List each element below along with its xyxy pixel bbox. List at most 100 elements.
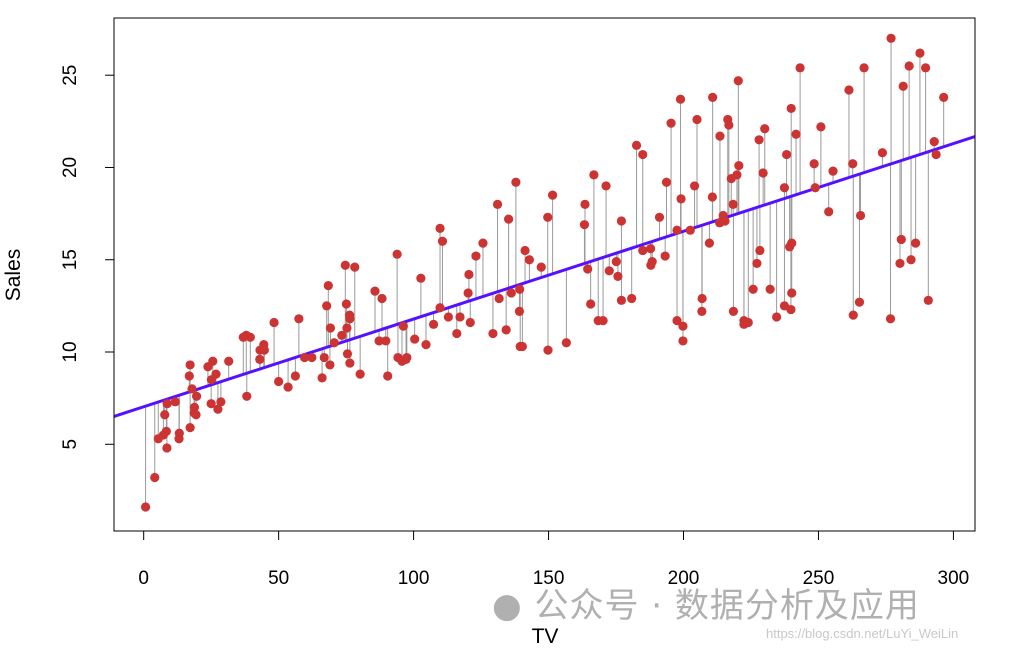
- data-point: [911, 238, 921, 248]
- data-point: [455, 312, 465, 322]
- data-point: [661, 177, 672, 187]
- data-point: [494, 293, 504, 304]
- data-point: [782, 149, 792, 160]
- data-point: [547, 190, 558, 200]
- data-point: [506, 288, 516, 298]
- data-point: [524, 255, 534, 265]
- data-point: [543, 212, 553, 222]
- data-point: [463, 288, 473, 298]
- data-point: [452, 328, 462, 339]
- data-point: [435, 223, 445, 233]
- data-point: [734, 161, 744, 171]
- data-point: [464, 269, 474, 280]
- data-point: [685, 225, 695, 235]
- data-point: [317, 373, 327, 383]
- data-point: [786, 304, 796, 315]
- data-point: [370, 286, 380, 296]
- data-point: [290, 371, 300, 381]
- data-point: [654, 212, 665, 222]
- data-point: [150, 472, 160, 483]
- data-point: [206, 399, 216, 409]
- x-tick-label: 100: [398, 568, 430, 589]
- data-point: [848, 310, 858, 320]
- data-point: [638, 149, 648, 160]
- x-axis-label: TV: [532, 625, 559, 648]
- y-tick-label: 20: [60, 157, 81, 178]
- plot-frame: [113, 17, 976, 532]
- data-point: [191, 391, 202, 401]
- data-point: [586, 299, 596, 309]
- data-point: [465, 317, 475, 328]
- data-point: [854, 297, 865, 307]
- data-point: [931, 149, 941, 160]
- data-point: [492, 199, 503, 209]
- watermark-url: https://blog.csdn.net/LuYi_WeiLin: [766, 626, 959, 641]
- data-point: [848, 159, 858, 169]
- data-point: [340, 260, 350, 270]
- data-point: [678, 321, 688, 331]
- data-point: [598, 316, 608, 326]
- data-point: [859, 63, 869, 73]
- data-point: [421, 340, 431, 350]
- data-point: [325, 323, 336, 333]
- data-point: [601, 181, 611, 191]
- data-point: [748, 284, 758, 294]
- data-point: [170, 397, 180, 407]
- data-point: [443, 312, 454, 322]
- data-point: [708, 92, 718, 102]
- x-axis: 0 50 100 150 200 250 300: [138, 531, 969, 589]
- data-point: [398, 321, 408, 331]
- data-point: [245, 332, 255, 342]
- data-point: [274, 376, 284, 387]
- data-point: [224, 356, 234, 366]
- watermark: ● 公众号 · 数据分析及应用: [492, 586, 920, 626]
- regression-line: [114, 135, 975, 418]
- data-point: [672, 225, 682, 235]
- data-point: [604, 266, 614, 276]
- data-points: [140, 33, 949, 512]
- data-point: [161, 426, 171, 436]
- y-tick-label: 5: [60, 439, 81, 450]
- data-point: [350, 262, 360, 272]
- data-point: [255, 354, 265, 364]
- data-point: [504, 214, 514, 224]
- data-point: [323, 280, 333, 291]
- data-point: [631, 140, 642, 150]
- data-point: [906, 255, 916, 265]
- data-point: [501, 325, 511, 335]
- data-point: [616, 295, 627, 305]
- data-point: [704, 238, 715, 248]
- data-point: [697, 293, 707, 304]
- data-point: [728, 306, 739, 317]
- data-point: [435, 303, 445, 313]
- data-point: [428, 319, 439, 329]
- data-point: [515, 341, 525, 352]
- x-tick-label: 0: [138, 568, 149, 589]
- data-point: [611, 256, 621, 267]
- data-point: [647, 256, 657, 267]
- data-point: [765, 284, 775, 294]
- data-point: [185, 423, 195, 433]
- data-point: [844, 85, 854, 95]
- data-point: [543, 345, 553, 355]
- data-point: [345, 310, 355, 320]
- data-point: [795, 63, 805, 73]
- data-point: [511, 177, 521, 187]
- data-point: [787, 288, 797, 298]
- data-point: [294, 314, 304, 324]
- data-point: [342, 323, 352, 333]
- data-point: [561, 338, 571, 348]
- data-point: [185, 360, 195, 370]
- y-axis: 5 10 15 20 25: [60, 65, 114, 450]
- data-point: [939, 92, 949, 102]
- data-point: [162, 443, 172, 453]
- data-point: [269, 317, 279, 328]
- data-point: [754, 135, 764, 145]
- y-tick-label: 25: [60, 65, 81, 86]
- data-point: [707, 192, 717, 202]
- data-point: [583, 264, 593, 274]
- y-axis-label: Sales: [2, 249, 25, 302]
- data-point: [514, 306, 524, 317]
- data-point: [810, 183, 820, 193]
- x-tick-label: 250: [803, 568, 835, 589]
